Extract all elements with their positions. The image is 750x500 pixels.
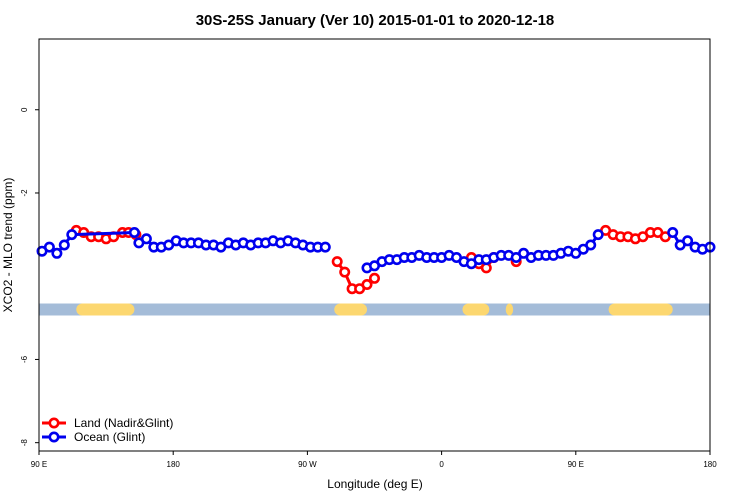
x-tick-label: 180	[167, 460, 181, 469]
y-tick-label: 0	[20, 107, 29, 112]
land-data-point	[361, 278, 373, 290]
surface-band	[39, 303, 710, 316]
ocean-data-point	[682, 235, 694, 247]
chart-title: 30S-25S January (Ver 10) 2015-01-01 to 2…	[196, 12, 555, 29]
land-band-segment	[334, 303, 368, 316]
y-axis-label: XCO2 - MLO trend (ppm)	[1, 178, 15, 313]
land-band-segment	[462, 303, 490, 316]
legend-ocean-marker	[48, 431, 60, 443]
land-band-segment	[505, 303, 514, 316]
land-band-segment	[76, 303, 135, 316]
land-data-point	[339, 266, 351, 278]
land-band-segment	[608, 303, 673, 316]
x-tick-label: 90 W	[298, 460, 317, 469]
x-tick-label: 180	[703, 460, 717, 469]
ocean-data-point	[592, 229, 604, 241]
x-tick-label: 0	[439, 460, 444, 469]
y-axis: 0 -2 -6 -8	[20, 107, 39, 446]
x-tick-label: 90 E	[31, 460, 47, 469]
legend: Land (Nadir&Glint) Ocean (Glint)	[42, 416, 173, 444]
land-data-point	[331, 256, 343, 268]
ocean-data-point	[319, 241, 331, 253]
ocean-data-point	[43, 241, 55, 253]
ocean-data-point	[128, 227, 140, 239]
ocean-data-point	[140, 233, 152, 245]
x-axis: 90 E 180 90 W 0 90 E 180	[31, 451, 717, 469]
plot-frame	[38, 38, 711, 452]
ocean-data-point	[585, 239, 597, 251]
ocean-data-point	[58, 239, 70, 251]
legend-ocean-label: Ocean (Glint)	[74, 430, 145, 444]
land-data-point	[368, 272, 380, 284]
ocean-data-point	[667, 227, 679, 239]
ocean-data-point	[66, 229, 78, 241]
x-axis-label: Longitude (deg E)	[327, 477, 422, 491]
y-tick-label: -8	[20, 439, 29, 447]
series-layer	[36, 224, 716, 295]
legend-land-label: Land (Nadir&Glint)	[74, 416, 173, 430]
x-tick-label: 90 E	[568, 460, 584, 469]
legend-land-marker	[48, 417, 60, 429]
y-tick-label: -2	[20, 189, 29, 197]
y-tick-label: -6	[20, 355, 29, 363]
ocean-data-point	[51, 247, 63, 259]
